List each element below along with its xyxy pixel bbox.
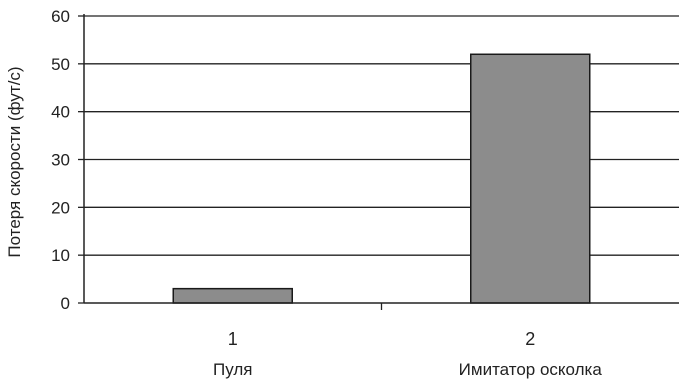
y-tick-label: 20	[51, 198, 70, 217]
y-tick-label: 50	[51, 55, 70, 74]
bar-2	[470, 53, 591, 304]
y-tick-label: 40	[51, 103, 70, 122]
x-category-name: Имитатор осколка	[459, 360, 603, 379]
bars	[172, 53, 591, 304]
x-category-number: 2	[525, 329, 535, 349]
x-category-name: Пуля	[213, 360, 252, 379]
x-category-number: 1	[228, 329, 238, 349]
y-tick-labels: 0 10 20 30 40 50 60	[51, 7, 70, 313]
y-tick-label: 10	[51, 246, 70, 265]
bar-1	[172, 287, 293, 304]
y-tick-label: 30	[51, 151, 70, 170]
y-tick-label: 0	[61, 294, 70, 313]
y-axis-title: Потеря скорости (фут/с)	[5, 66, 24, 257]
axes	[78, 14, 679, 310]
y-tick-label: 60	[51, 7, 70, 26]
x-category-labels: 1 Пуля 2 Имитатор осколка	[213, 329, 602, 379]
